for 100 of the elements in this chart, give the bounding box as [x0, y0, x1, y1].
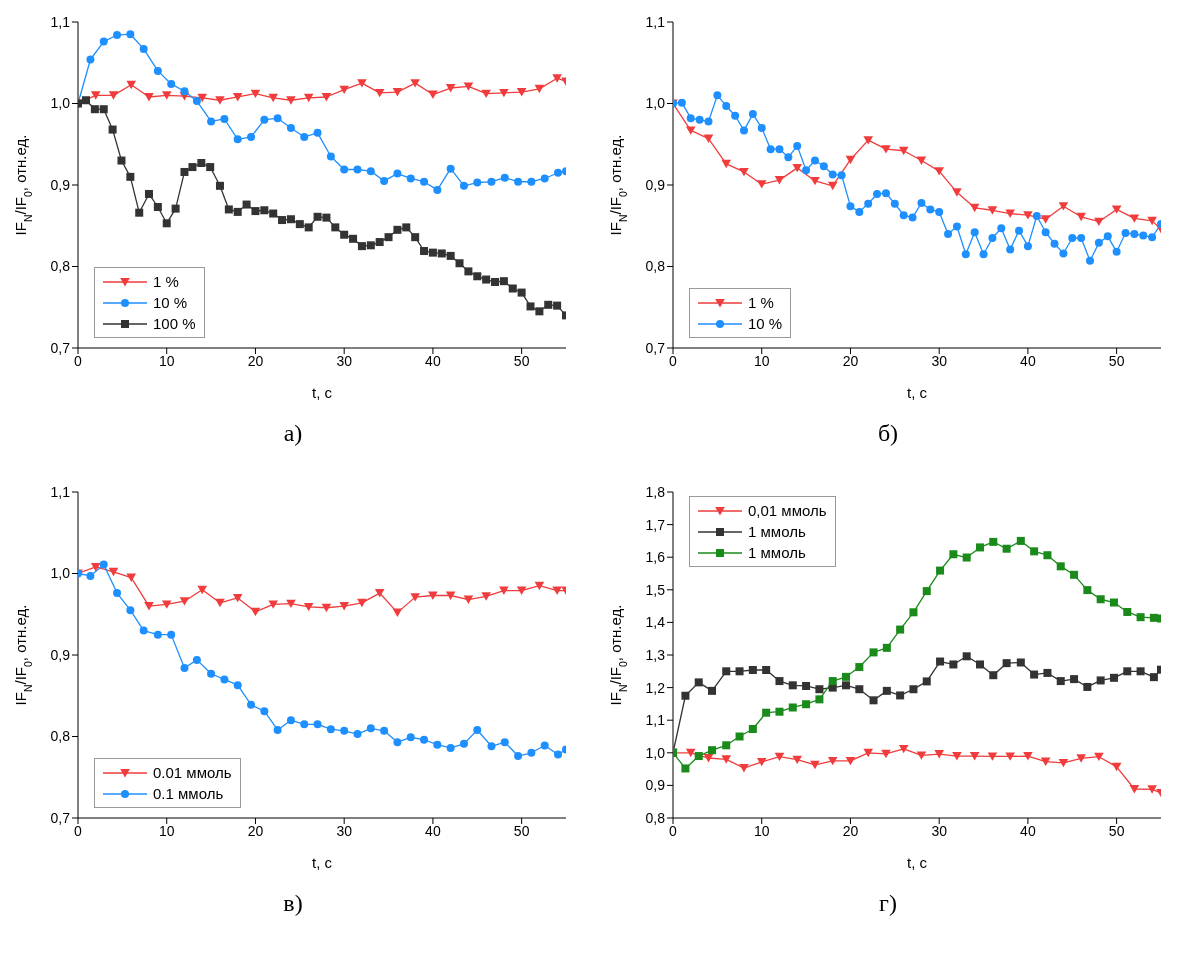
- y-tick-label: 1,7: [645, 516, 666, 533]
- point: [392, 608, 403, 618]
- point: [349, 234, 358, 243]
- point: [220, 114, 229, 123]
- point: [1032, 211, 1041, 220]
- legend-label: 0.01 ммоль: [153, 763, 232, 783]
- point: [326, 725, 335, 734]
- point: [828, 677, 837, 686]
- point: [273, 114, 282, 123]
- point: [366, 724, 375, 733]
- legend-label: 10 %: [748, 314, 783, 334]
- point: [788, 703, 797, 712]
- point: [353, 165, 362, 174]
- point: [784, 153, 793, 162]
- x-tick-label: 20: [247, 352, 264, 369]
- point: [828, 170, 837, 179]
- y-tick-label: 1,3: [645, 646, 666, 663]
- point: [392, 88, 403, 97]
- y-tick-label: 1,4: [645, 614, 666, 631]
- point: [882, 643, 891, 652]
- point: [961, 250, 970, 259]
- point: [99, 560, 108, 569]
- point: [1111, 205, 1122, 214]
- point: [686, 114, 695, 123]
- point: [952, 752, 962, 761]
- point: [704, 117, 713, 126]
- x-tick-label: 50: [1108, 352, 1125, 369]
- point: [179, 597, 190, 606]
- point: [1005, 752, 1015, 761]
- x-tick-label: 20: [247, 822, 264, 839]
- x-tick-label: 20: [842, 352, 859, 369]
- point: [144, 189, 153, 198]
- point: [1096, 676, 1105, 685]
- point: [896, 625, 905, 634]
- point: [926, 205, 935, 214]
- point: [303, 93, 314, 103]
- point: [126, 172, 135, 181]
- point: [1002, 659, 1011, 668]
- x-tick-label: 40: [1020, 352, 1036, 369]
- point: [819, 162, 828, 171]
- point: [962, 553, 971, 562]
- point: [527, 748, 536, 757]
- point: [735, 667, 744, 676]
- point: [353, 730, 362, 739]
- legend-label: 1 %: [748, 293, 774, 313]
- y-tick-label: 1,0: [645, 95, 666, 112]
- point: [1111, 762, 1122, 772]
- x-tick-label: 40: [425, 822, 441, 839]
- point: [402, 223, 411, 232]
- point: [473, 178, 482, 187]
- point: [1086, 256, 1095, 265]
- y-tick-label: 1,0: [50, 565, 71, 582]
- point: [487, 742, 496, 751]
- point: [508, 284, 517, 293]
- point: [944, 229, 953, 238]
- point: [882, 686, 891, 695]
- point: [898, 744, 909, 754]
- point: [554, 750, 563, 759]
- y-tick-label: 1,8: [645, 483, 666, 500]
- point: [81, 96, 90, 105]
- y-tick-label: 0,8: [50, 258, 71, 275]
- point: [233, 207, 242, 216]
- point: [1015, 226, 1024, 235]
- point: [117, 156, 126, 165]
- point: [153, 630, 162, 639]
- point: [1136, 613, 1145, 622]
- point: [1147, 216, 1157, 226]
- point: [499, 88, 509, 98]
- point: [269, 209, 278, 218]
- point: [1094, 238, 1103, 247]
- point: [260, 115, 269, 124]
- point: [916, 156, 927, 165]
- point: [1005, 209, 1015, 218]
- point: [192, 655, 201, 664]
- y-tick-label: 1,0: [645, 744, 666, 761]
- point: [473, 725, 482, 734]
- point: [863, 748, 873, 758]
- point: [748, 666, 757, 674]
- point: [215, 598, 225, 608]
- point: [300, 132, 309, 141]
- point: [433, 185, 442, 194]
- point: [206, 163, 215, 172]
- point: [898, 146, 909, 156]
- x-axis-title: t, с: [906, 854, 928, 871]
- point: [420, 735, 429, 744]
- y-tick-label: 0,7: [645, 339, 666, 356]
- point: [514, 752, 523, 761]
- point: [300, 720, 309, 729]
- point: [232, 92, 243, 102]
- point: [815, 695, 824, 704]
- point: [139, 44, 148, 53]
- point: [810, 176, 820, 186]
- point: [153, 203, 162, 212]
- point: [1002, 544, 1011, 553]
- point: [554, 168, 563, 177]
- point: [873, 189, 882, 198]
- point: [1016, 536, 1025, 545]
- point: [845, 155, 856, 165]
- point: [1058, 758, 1069, 768]
- point: [722, 101, 731, 110]
